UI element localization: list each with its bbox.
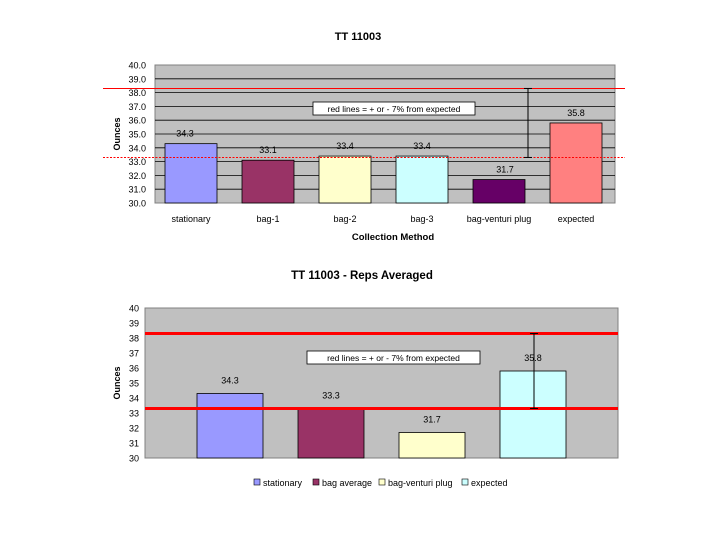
bar-stationary	[196, 393, 264, 459]
chart-tt11003-reps-averaged: TT 11003 - Reps Averaged 30 31 32 33 34 35 36 37…	[112, 270, 619, 488]
y-tick-label: 37.0	[128, 102, 146, 112]
y-tick-label: 33	[129, 409, 139, 419]
data-label: 31.7	[423, 415, 441, 425]
y-tick-label: 31	[129, 439, 139, 449]
y-tick-label: 35	[129, 379, 139, 389]
y-tick-label: 30	[129, 454, 139, 464]
y-tick-label: 38.0	[128, 88, 146, 98]
x-tick-label: bag-1	[256, 214, 279, 224]
annotation-text: red lines = + or - 7% from expected	[328, 104, 461, 114]
x-tick-label: expected	[558, 214, 595, 224]
annotation-box	[312, 101, 476, 116]
data-label: 33.4	[336, 141, 354, 151]
y-tick-label: 36	[129, 364, 139, 374]
data-label: 33.4	[413, 141, 431, 151]
y-tick-label: 33.0	[128, 157, 146, 167]
y-tick-label: 37	[129, 349, 139, 359]
bar-expected	[549, 122, 603, 204]
bar-stationary	[164, 143, 218, 204]
annotation-box	[306, 350, 481, 365]
y-tick-label: 40.0	[128, 61, 146, 71]
bar-bag-venturi-plug	[472, 179, 526, 204]
data-label: 35.8	[524, 353, 542, 363]
y-tick-label: 30.0	[128, 199, 146, 209]
y-tick-label: 32.0	[128, 171, 146, 181]
bar-bag-average	[297, 408, 365, 459]
y-tick-label: 39.0	[128, 74, 146, 84]
y-tick-label: 32	[129, 424, 139, 434]
legend-swatch-expected	[461, 478, 469, 486]
bar-bag-2	[318, 155, 372, 204]
y-tick-label: 31.0	[128, 185, 146, 195]
y-axis-label: Ounces	[112, 366, 122, 399]
chart-title: TT 11003	[335, 31, 381, 43]
bar-expected	[499, 370, 567, 459]
legend-label-expected: expected	[471, 478, 508, 488]
bar-bag-venturi-plug	[398, 432, 466, 459]
data-label: 34.3	[221, 376, 239, 386]
x-tick-label: bag-3	[410, 214, 433, 224]
y-tick-label: 34	[129, 394, 139, 404]
bar-bag-3	[395, 155, 449, 204]
y-tick-label: 38	[129, 334, 139, 344]
x-tick-label: bag-2	[333, 214, 356, 224]
legend-swatch-stationary	[253, 478, 261, 486]
legend-label-stationary: stationary	[263, 478, 303, 488]
legend-label-bag-venturi-plug: bag-venturi plug	[388, 478, 453, 488]
y-tick-label: 35.0	[128, 130, 146, 140]
legend-label-bag-average: bag average	[322, 478, 372, 488]
y-tick-label: 36.0	[128, 116, 146, 126]
legend-swatch-bag-venturi-plug	[378, 478, 386, 486]
x-axis-label: Collection Method	[352, 232, 435, 243]
y-tick-label: 39	[129, 319, 139, 329]
annotation-text: red lines = + or - 7% from expected	[327, 353, 460, 363]
data-label: 35.8	[567, 108, 585, 118]
data-label: 34.3	[176, 129, 194, 139]
data-label: 33.3	[322, 391, 340, 401]
chart-tt11003: TT 11003 30.0 31.0 32.0 33.0 34.0 35.0 36.0 37.0…	[103, 31, 625, 243]
y-tick-label: 34.0	[128, 143, 146, 153]
x-tick-label: bag-venturi plug	[467, 214, 532, 224]
y-tick-label: 40	[129, 304, 139, 314]
legend-swatch-bag-average	[312, 478, 320, 486]
chart-title: TT 11003 - Reps Averaged	[291, 270, 433, 282]
data-label: 33.1	[259, 145, 277, 155]
bar-bag-1	[241, 159, 295, 204]
x-tick-label: stationary	[171, 214, 211, 224]
data-label: 31.7	[496, 165, 514, 175]
y-axis-label: Ounces	[112, 117, 122, 150]
